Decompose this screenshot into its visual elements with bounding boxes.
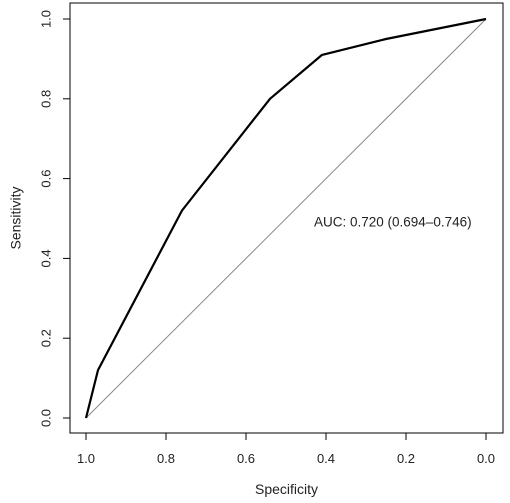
- roc-curve-line: [84, 17, 487, 419]
- y-tick-label: 0.6: [38, 170, 53, 188]
- x-tick-label: 0.2: [397, 451, 415, 466]
- y-tick-label: 0.8: [38, 90, 53, 108]
- y-tick-label: 0.4: [38, 249, 53, 267]
- auc-annotation: AUC: 0.720 (0.694–0.746): [314, 214, 472, 229]
- x-tick-label: 0.4: [317, 451, 335, 466]
- x-tick-label: 1.0: [77, 451, 95, 466]
- x-axis: 1.0 0.8 0.6 0.4 0.2 0.0: [77, 433, 495, 466]
- x-axis-title: Specificity: [255, 481, 318, 497]
- plot-frame: [69, 2, 504, 434]
- y-tick-label: 0.2: [38, 329, 53, 347]
- y-tick-label: 1.0: [38, 10, 53, 28]
- x-tick-label: 0.8: [157, 451, 175, 466]
- y-tick-label: 0.0: [38, 409, 53, 427]
- x-tick-label: 0.6: [237, 451, 255, 466]
- x-tick-label: 0.0: [477, 451, 495, 466]
- y-axis-title: Sensitivity: [8, 186, 24, 249]
- reference-diagonal-line: [85, 18, 487, 419]
- y-axis: 0.0 0.2 0.4 0.6 0.8 1.0: [38, 10, 70, 427]
